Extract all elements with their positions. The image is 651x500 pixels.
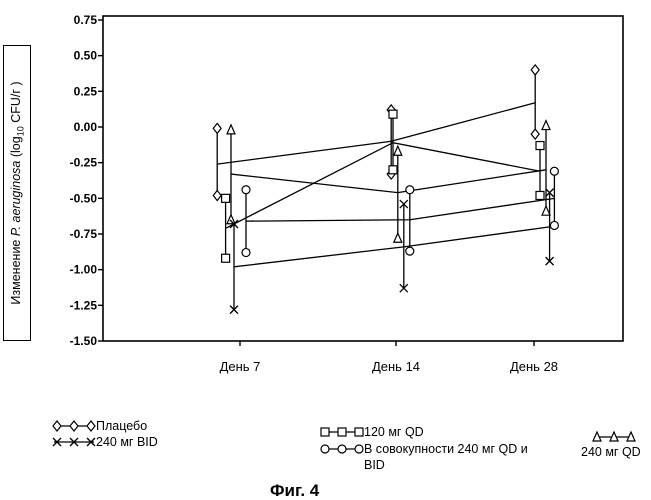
- y-tick-label: 0.00: [74, 120, 98, 134]
- error-bar-lower-marker: [242, 249, 250, 257]
- legend-sample-triangle: [593, 432, 635, 441]
- legend-sample-diamond: [53, 421, 95, 431]
- error-bar-lower-marker: [222, 254, 230, 262]
- error-bar-upper-marker: [550, 167, 558, 175]
- error-bar-upper-marker: [536, 142, 544, 150]
- error-bar-upper-marker: [227, 125, 235, 134]
- error-bar-lower-marker: [227, 215, 235, 224]
- error-bar-upper-marker: [531, 65, 539, 75]
- y-tick-label: 0.25: [74, 84, 98, 98]
- y-axis: 0.75 0.50 0.25 0.00 -0.25 -0.50 -0.75 -1.00 -1.2…: [70, 13, 103, 348]
- legend-label: В совокупности 240 мг QD и: [364, 442, 528, 456]
- error-bar-upper-marker: [213, 123, 221, 133]
- legend-sample-circle: [321, 445, 363, 453]
- y-tick-label: -1.50: [70, 334, 98, 348]
- legend-sample-square: [321, 428, 363, 436]
- error-bar-upper-marker: [222, 194, 230, 202]
- error-bar-upper-marker: [406, 186, 414, 194]
- x-axis: День 7 День 14 День 28: [220, 341, 558, 374]
- legend-label: BID: [364, 458, 385, 472]
- y-tick-label: -1.25: [70, 298, 98, 312]
- series-triangle: [227, 121, 550, 243]
- legend-label: Плацебо: [96, 419, 147, 433]
- error-bar-lower-marker: [550, 221, 558, 229]
- y-tick-label: -1.00: [70, 263, 98, 277]
- error-bar-lower-marker: [536, 191, 544, 199]
- x-tick-label: День 28: [510, 359, 558, 374]
- x-tick-label: День 7: [220, 359, 261, 374]
- series-layer: [213, 65, 558, 314]
- series-line: [234, 227, 550, 267]
- error-bar-lower-marker: [394, 233, 402, 242]
- y-tick-label: 0.75: [74, 13, 98, 27]
- error-bar-upper-marker: [394, 146, 402, 155]
- legend-label: 120 мг QD: [364, 425, 424, 439]
- y-tick-label: -0.50: [70, 191, 98, 205]
- error-bar-lower-marker: [531, 129, 539, 139]
- error-bar-lower-marker: [542, 206, 550, 215]
- series-diamond: [213, 65, 539, 201]
- error-bar-lower-marker: [389, 166, 397, 174]
- error-bar-lower-marker: [213, 190, 221, 200]
- error-bar-upper-marker: [542, 121, 550, 130]
- error-bar-lower-marker: [406, 247, 414, 255]
- series-line: [226, 143, 540, 229]
- y-tick-label: 0.50: [74, 49, 98, 63]
- y-tick-label: -0.75: [70, 227, 98, 241]
- plot-frame: [103, 16, 623, 341]
- error-bar-upper-marker: [389, 110, 397, 118]
- legend-label: 240 мг BID: [96, 435, 158, 449]
- plot-border: [103, 16, 623, 341]
- series-square: [222, 110, 544, 262]
- x-tick-label: День 14: [372, 359, 420, 374]
- error-bar-upper-marker: [242, 186, 250, 194]
- series-line: [217, 103, 535, 164]
- legend: Плацебо 240 мг BID 120 мг QD В совокупности…: [53, 419, 641, 472]
- legend-sample-x: [53, 438, 95, 446]
- y-tick-label: -0.25: [70, 156, 98, 170]
- figure-caption: Фиг. 4: [270, 481, 320, 500]
- series-x: [230, 189, 554, 314]
- legend-label: 240 мг QD: [581, 445, 641, 459]
- series-line: [246, 198, 554, 221]
